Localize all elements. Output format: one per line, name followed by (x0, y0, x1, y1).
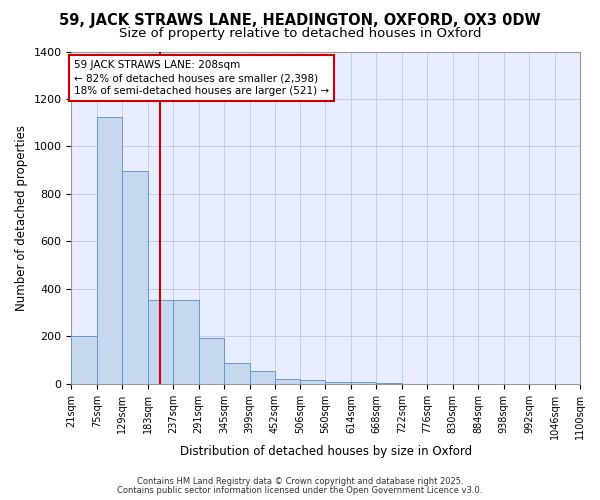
Text: Contains HM Land Registry data © Crown copyright and database right 2025.: Contains HM Land Registry data © Crown c… (137, 477, 463, 486)
Text: Size of property relative to detached houses in Oxford: Size of property relative to detached ho… (119, 28, 481, 40)
Bar (250, 371, 275, 384)
Bar (71, 336, 97, 384)
Text: 59 JACK STRAWS LANE: 208sqm
← 82% of detached houses are smaller (2,398)
18% of : 59 JACK STRAWS LANE: 208sqm ← 82% of det… (74, 60, 329, 96)
X-axis label: Distribution of detached houses by size in Oxford: Distribution of detached houses by size … (179, 444, 472, 458)
Bar (199, 338, 224, 384)
Bar (275, 378, 300, 384)
Text: Contains public sector information licensed under the Open Government Licence v3: Contains public sector information licen… (118, 486, 482, 495)
Bar (351, 382, 376, 384)
Bar (325, 382, 351, 384)
Bar (300, 380, 325, 384)
Bar (148, 300, 173, 384)
Bar (376, 383, 402, 384)
Bar (224, 362, 250, 384)
Bar (97, 117, 122, 384)
Bar (122, 172, 148, 384)
Y-axis label: Number of detached properties: Number of detached properties (15, 124, 28, 310)
Bar (173, 300, 199, 384)
Text: 59, JACK STRAWS LANE, HEADINGTON, OXFORD, OX3 0DW: 59, JACK STRAWS LANE, HEADINGTON, OXFORD… (59, 12, 541, 28)
